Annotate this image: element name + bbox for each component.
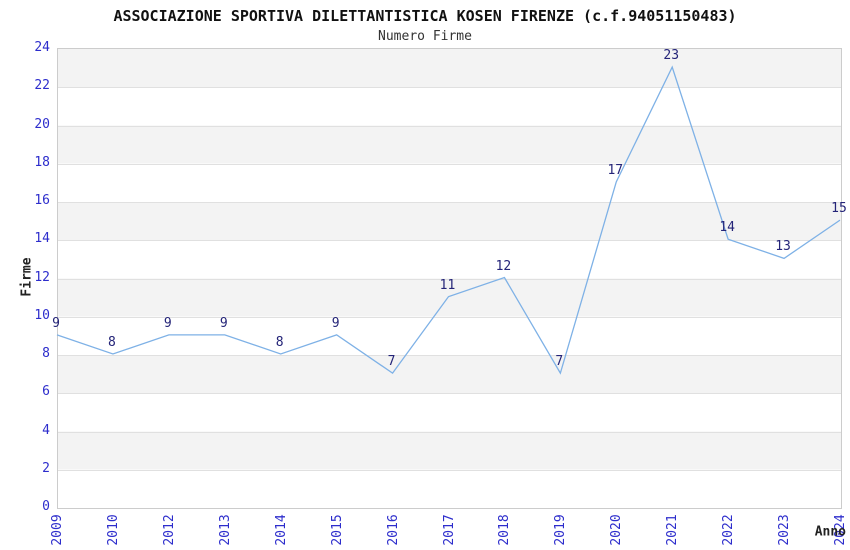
data-label: 14 xyxy=(719,220,735,236)
x-tick-label: 2009 xyxy=(50,514,65,546)
data-label: 9 xyxy=(163,315,172,331)
y-tick-label: 6 xyxy=(42,384,50,400)
gridline xyxy=(58,163,841,165)
y-axis-title: Firme xyxy=(19,257,35,297)
x-tick-label: 2015 xyxy=(329,514,345,546)
x-tick-label: 2021 xyxy=(665,514,681,546)
x-tick-label: 2012 xyxy=(161,514,177,546)
gridline xyxy=(58,240,841,242)
gridline xyxy=(58,431,841,433)
gridline xyxy=(58,355,841,356)
plot-area xyxy=(57,48,842,509)
x-tick-label: 2023 xyxy=(777,514,793,546)
x-tick-label: 2018 xyxy=(497,514,513,546)
gridline xyxy=(58,87,841,89)
series-svg xyxy=(56,65,841,375)
x-tick-label: 2013 xyxy=(217,514,233,546)
data-label: 23 xyxy=(663,48,680,64)
x-tick-label: 2010 xyxy=(105,514,121,546)
y-tick-label: 4 xyxy=(42,422,50,438)
data-label: 15 xyxy=(831,201,847,217)
y-tick-label: 0 xyxy=(42,499,50,514)
data-label: 9 xyxy=(52,315,60,331)
x-tick-label: 2020 xyxy=(609,514,625,546)
data-label: 9 xyxy=(219,315,228,331)
x-tick-label: 2016 xyxy=(385,514,401,546)
y-tick-label: 2 xyxy=(42,460,50,476)
y-tick-label: 8 xyxy=(42,346,50,361)
y-tick-label: 24 xyxy=(34,40,50,55)
gridline xyxy=(58,125,841,127)
data-label: 7 xyxy=(387,354,396,370)
gridline xyxy=(58,202,841,203)
chart-subtitle: Numero Firme xyxy=(378,29,472,44)
gridline xyxy=(58,316,841,318)
y-tick-label: 20 xyxy=(34,116,50,132)
x-tick-label: 2022 xyxy=(721,514,737,546)
y-tick-label: 14 xyxy=(34,231,50,247)
y-tick-label: 10 xyxy=(34,307,50,323)
gridline xyxy=(58,469,841,471)
chart-title: ASSOCIAZIONE SPORTIVA DILETTANTISTICA KO… xyxy=(113,7,737,25)
data-label: 13 xyxy=(775,239,791,255)
data-label: 8 xyxy=(275,335,284,350)
data-label: 7 xyxy=(555,354,564,370)
data-label: 12 xyxy=(495,258,512,274)
x-axis-title: Anno xyxy=(814,524,846,540)
data-label: 9 xyxy=(331,315,340,331)
series-line xyxy=(56,65,841,375)
x-tick-label: 2019 xyxy=(553,514,569,546)
y-tick-label: 12 xyxy=(34,269,50,285)
data-label: 17 xyxy=(607,162,624,178)
y-tick-label: 16 xyxy=(34,193,50,208)
data-label: 11 xyxy=(439,277,456,293)
gridline xyxy=(58,393,841,395)
gridline xyxy=(58,278,841,280)
y-tick-label: 22 xyxy=(34,78,50,94)
x-tick-label: 2017 xyxy=(441,514,457,546)
y-tick-label: 18 xyxy=(34,154,50,170)
data-label: 8 xyxy=(108,335,116,350)
x-tick-label: 2014 xyxy=(273,514,289,546)
